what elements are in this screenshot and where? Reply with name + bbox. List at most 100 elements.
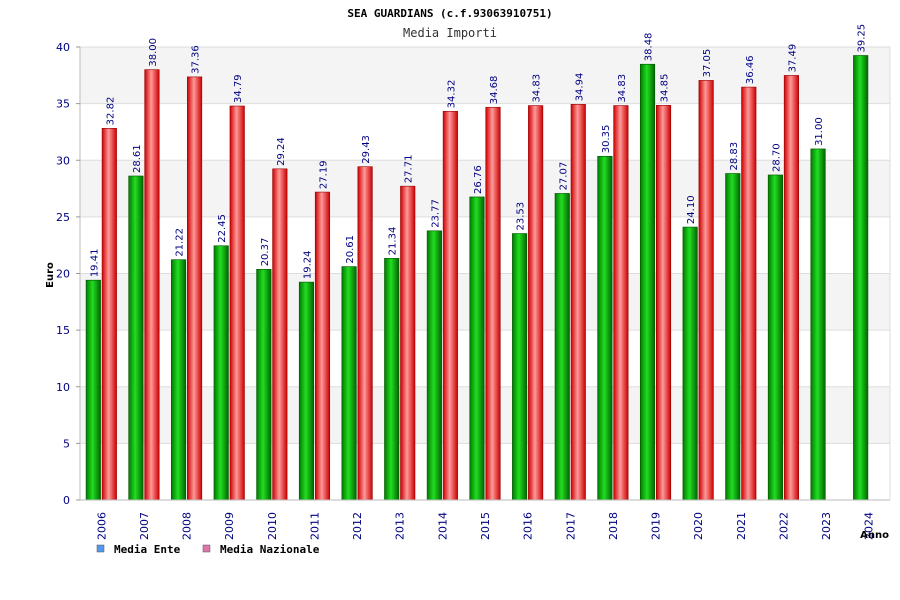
- x-tick-label: 2013: [394, 512, 407, 540]
- bar-media-nazionale-2011: [314, 191, 331, 501]
- bar-media-ente-2019: [639, 63, 656, 501]
- x-tick-label: 2012: [351, 512, 364, 540]
- bar-media-ente-2021: [725, 173, 741, 501]
- bar-media-ente-2013: [384, 258, 400, 501]
- x-tick-label: 2006: [95, 512, 108, 540]
- x-tick-label: 2023: [820, 512, 833, 540]
- chart-title: SEA GUARDIANS (c.f.93063910751): [347, 7, 552, 20]
- bar-media-nazionale-2019: [655, 105, 672, 501]
- x-tick-label: 2019: [650, 512, 663, 540]
- x-tick-label: 2024: [863, 512, 876, 540]
- bar-media-nazionale-2018: [613, 105, 629, 501]
- legend: Media Ente Media Nazionale: [96, 543, 320, 556]
- bar-media-nazionale-2006: [101, 128, 117, 501]
- value-label: 34.68: [489, 76, 500, 105]
- value-label: 34.32: [446, 80, 457, 109]
- bar-media-nazionale-2008: [187, 76, 203, 501]
- value-label: 22.45: [217, 214, 228, 243]
- value-label: 27.07: [558, 162, 569, 191]
- x-tick-label: 2014: [436, 512, 449, 540]
- bar-media-ente-2017: [554, 193, 570, 501]
- value-label: 23.77: [430, 199, 441, 228]
- bar-media-nazionale-2015: [485, 106, 501, 501]
- value-label: 29.24: [276, 137, 287, 166]
- value-label: 27.71: [404, 155, 415, 184]
- value-label: 21.22: [175, 228, 186, 257]
- y-tick-label: 25: [56, 211, 70, 224]
- value-label: 30.35: [601, 125, 612, 154]
- bar-media-nazionale-2016: [528, 105, 544, 501]
- value-label: 23.53: [516, 202, 527, 231]
- bar-media-ente-2024: [853, 55, 869, 501]
- value-label: 20.61: [345, 235, 356, 264]
- bar-media-ente-2006: [85, 279, 101, 501]
- bar-media-ente-2018: [597, 155, 613, 501]
- value-label: 32.82: [105, 97, 116, 126]
- bar-media-nazionale-2020: [698, 80, 714, 501]
- x-tick-label: 2009: [223, 512, 236, 540]
- y-tick-label: 10: [56, 381, 70, 394]
- x-tick-label: 2007: [138, 512, 151, 540]
- y-tick-label: 15: [56, 324, 70, 337]
- y-tick-labels: 0 5 10 15 20 25 30 35 40: [56, 41, 70, 507]
- bar-media-nazionale-2021: [741, 86, 757, 501]
- y-tick-label: 30: [56, 154, 70, 167]
- bar-media-nazionale-2017: [570, 104, 586, 501]
- bar-media-nazionale-2009: [229, 105, 245, 501]
- bar-media-nazionale-2014: [442, 111, 458, 501]
- bar-media-ente-2010: [256, 269, 272, 501]
- bar-media-nazionale-2010: [272, 168, 288, 501]
- y-axis-label: Euro: [45, 262, 56, 288]
- bar-media-ente-2008: [171, 259, 187, 501]
- x-tick-labels: 2006 2007 2008 2009 2010 2011 2012 2013 2014 2015…: [95, 512, 875, 540]
- x-tick-label: 2015: [479, 512, 492, 540]
- bar-media-ente-2020: [682, 226, 698, 501]
- value-label: 34.83: [532, 74, 543, 103]
- legend-label: Media Ente: [114, 543, 181, 556]
- bar-media-ente-2012: [341, 266, 357, 501]
- bar-media-ente-2016: [512, 233, 528, 501]
- value-label: 34.79: [233, 74, 244, 103]
- legend-swatch: [202, 544, 211, 553]
- bar-media-ente-2022: [767, 174, 783, 501]
- bar-media-nazionale-2022: [783, 75, 799, 501]
- value-label: 34.94: [574, 73, 585, 102]
- value-label: 37.49: [787, 44, 798, 73]
- value-labels: 19.41 32.82 28.61 38.00 21.22 37.36 22.45 34.79…: [89, 24, 867, 279]
- x-tick-label: 2010: [266, 512, 279, 540]
- x-tick-label: 2020: [692, 512, 705, 540]
- value-label: 38.48: [644, 33, 655, 62]
- x-tick-label: 2016: [522, 512, 535, 540]
- x-tick-label: 2008: [181, 512, 194, 540]
- bar-media-ente-2011: [298, 281, 315, 501]
- value-label: 39.25: [857, 24, 868, 53]
- value-label: 31.00: [814, 117, 825, 146]
- bar-media-ente-2009: [213, 245, 229, 501]
- y-tick-label: 0: [63, 494, 70, 507]
- value-label: 37.05: [702, 49, 713, 78]
- legend-swatch: [96, 544, 105, 553]
- x-tick-label: 2017: [564, 512, 577, 540]
- value-label: 26.76: [473, 165, 484, 194]
- value-label: 36.46: [745, 55, 756, 84]
- x-tick-label: 2021: [735, 512, 748, 540]
- y-tick-label: 40: [56, 41, 70, 54]
- value-label: 29.43: [361, 135, 372, 164]
- value-label: 20.37: [260, 238, 271, 267]
- value-label: 34.85: [660, 74, 671, 103]
- x-tick-label: 2022: [777, 512, 790, 540]
- value-label: 19.24: [302, 250, 313, 279]
- value-label: 28.83: [729, 142, 740, 171]
- x-tick-label: 2018: [607, 512, 620, 540]
- legend-label: Media Nazionale: [220, 543, 320, 556]
- bar-media-nazionale-2007: [144, 69, 160, 501]
- value-label: 27.19: [318, 160, 329, 189]
- bar-media-ente-2023: [810, 148, 826, 501]
- value-label: 24.10: [686, 195, 697, 224]
- axes: [76, 46, 891, 501]
- bar-media-nazionale-2012: [357, 166, 373, 501]
- bar-media-ente-2007: [128, 175, 144, 501]
- value-label: 21.34: [388, 227, 399, 256]
- y-tick-label: 5: [63, 437, 70, 450]
- value-label: 37.36: [191, 45, 202, 74]
